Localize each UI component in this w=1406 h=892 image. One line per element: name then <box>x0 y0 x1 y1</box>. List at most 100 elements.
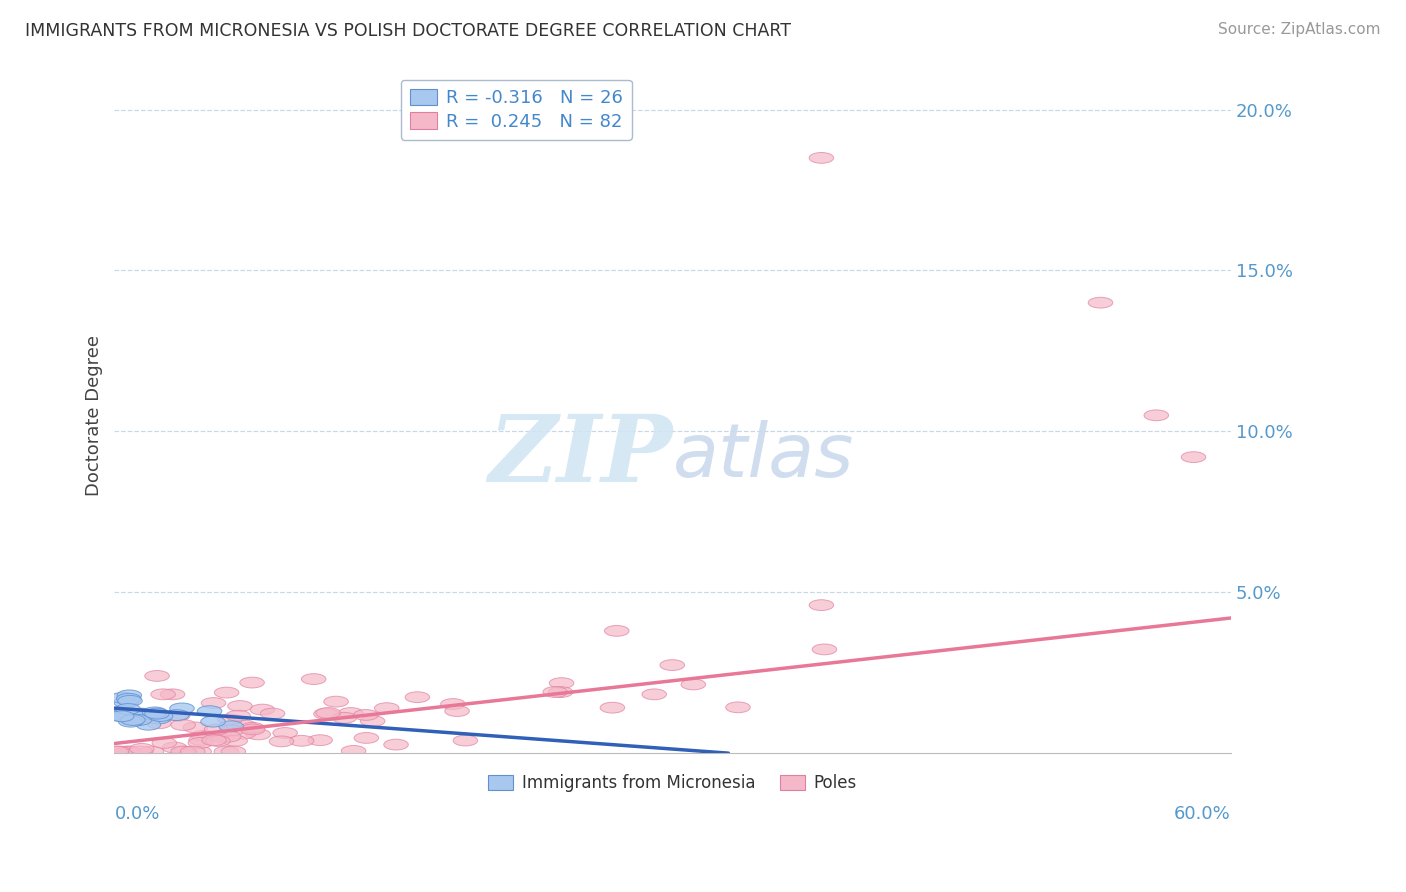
Ellipse shape <box>146 718 172 729</box>
Ellipse shape <box>301 673 326 684</box>
Ellipse shape <box>808 599 834 610</box>
Ellipse shape <box>209 732 233 743</box>
Ellipse shape <box>214 687 239 698</box>
Ellipse shape <box>110 692 135 703</box>
Ellipse shape <box>316 707 340 718</box>
Ellipse shape <box>129 743 155 755</box>
Ellipse shape <box>260 708 285 719</box>
Ellipse shape <box>240 723 264 733</box>
Ellipse shape <box>205 736 231 747</box>
Ellipse shape <box>354 732 378 743</box>
Ellipse shape <box>112 709 138 720</box>
Ellipse shape <box>183 722 208 733</box>
Y-axis label: Doctorate Degree: Doctorate Degree <box>86 334 103 496</box>
Ellipse shape <box>152 738 177 748</box>
Ellipse shape <box>128 746 153 757</box>
Ellipse shape <box>162 742 187 753</box>
Text: ZIP: ZIP <box>488 411 672 500</box>
Ellipse shape <box>342 746 366 756</box>
Ellipse shape <box>808 153 834 163</box>
Ellipse shape <box>165 710 188 721</box>
Ellipse shape <box>121 714 145 725</box>
Ellipse shape <box>1144 410 1168 421</box>
Ellipse shape <box>269 736 294 747</box>
Ellipse shape <box>117 694 141 705</box>
Ellipse shape <box>150 689 176 699</box>
Ellipse shape <box>1181 451 1206 463</box>
Ellipse shape <box>114 697 138 708</box>
Text: 0.0%: 0.0% <box>114 805 160 822</box>
Ellipse shape <box>110 711 134 722</box>
Ellipse shape <box>117 693 141 704</box>
Ellipse shape <box>548 687 572 698</box>
Ellipse shape <box>204 724 229 735</box>
Ellipse shape <box>681 679 706 690</box>
Ellipse shape <box>453 735 478 746</box>
Ellipse shape <box>240 724 264 735</box>
Ellipse shape <box>160 689 184 699</box>
Ellipse shape <box>118 716 143 727</box>
Ellipse shape <box>218 714 242 725</box>
Ellipse shape <box>117 746 142 757</box>
Ellipse shape <box>360 715 385 727</box>
Ellipse shape <box>115 704 141 714</box>
Ellipse shape <box>120 714 145 725</box>
Ellipse shape <box>214 746 239 757</box>
Ellipse shape <box>353 709 378 721</box>
Ellipse shape <box>550 678 574 689</box>
Ellipse shape <box>118 710 143 721</box>
Ellipse shape <box>127 714 152 725</box>
Ellipse shape <box>224 735 247 747</box>
Ellipse shape <box>180 746 205 757</box>
Ellipse shape <box>246 729 270 739</box>
Ellipse shape <box>197 706 222 716</box>
Ellipse shape <box>440 698 465 709</box>
Ellipse shape <box>117 690 142 701</box>
Ellipse shape <box>173 746 197 757</box>
Ellipse shape <box>118 696 142 706</box>
Ellipse shape <box>240 677 264 688</box>
Ellipse shape <box>148 711 173 722</box>
Ellipse shape <box>104 746 128 757</box>
Ellipse shape <box>290 735 314 747</box>
Legend: Immigrants from Micronesia, Poles: Immigrants from Micronesia, Poles <box>482 767 863 799</box>
Ellipse shape <box>191 731 217 741</box>
Ellipse shape <box>250 704 274 715</box>
Ellipse shape <box>605 625 628 636</box>
Ellipse shape <box>134 711 157 722</box>
Ellipse shape <box>139 746 163 757</box>
Text: 60.0%: 60.0% <box>1174 805 1230 822</box>
Ellipse shape <box>146 714 170 724</box>
Ellipse shape <box>188 734 214 746</box>
Ellipse shape <box>202 735 226 746</box>
Ellipse shape <box>273 728 298 739</box>
Text: Source: ZipAtlas.com: Source: ZipAtlas.com <box>1218 22 1381 37</box>
Ellipse shape <box>314 708 339 719</box>
Ellipse shape <box>145 708 169 719</box>
Ellipse shape <box>166 710 190 722</box>
Ellipse shape <box>226 710 250 721</box>
Ellipse shape <box>107 746 131 757</box>
Ellipse shape <box>201 698 226 708</box>
Ellipse shape <box>232 720 256 731</box>
Ellipse shape <box>219 721 243 731</box>
Ellipse shape <box>643 689 666 699</box>
Ellipse shape <box>170 703 194 714</box>
Ellipse shape <box>308 735 332 746</box>
Ellipse shape <box>112 711 136 722</box>
Ellipse shape <box>142 707 167 718</box>
Ellipse shape <box>145 671 169 681</box>
Ellipse shape <box>217 731 240 742</box>
Ellipse shape <box>115 746 139 757</box>
Ellipse shape <box>323 697 349 707</box>
Ellipse shape <box>600 702 624 713</box>
Ellipse shape <box>813 644 837 655</box>
Ellipse shape <box>659 660 685 671</box>
Ellipse shape <box>339 707 363 718</box>
Ellipse shape <box>129 708 153 719</box>
Ellipse shape <box>221 746 246 757</box>
Ellipse shape <box>219 725 245 736</box>
Ellipse shape <box>129 713 153 723</box>
Ellipse shape <box>112 706 136 717</box>
Ellipse shape <box>228 700 252 712</box>
